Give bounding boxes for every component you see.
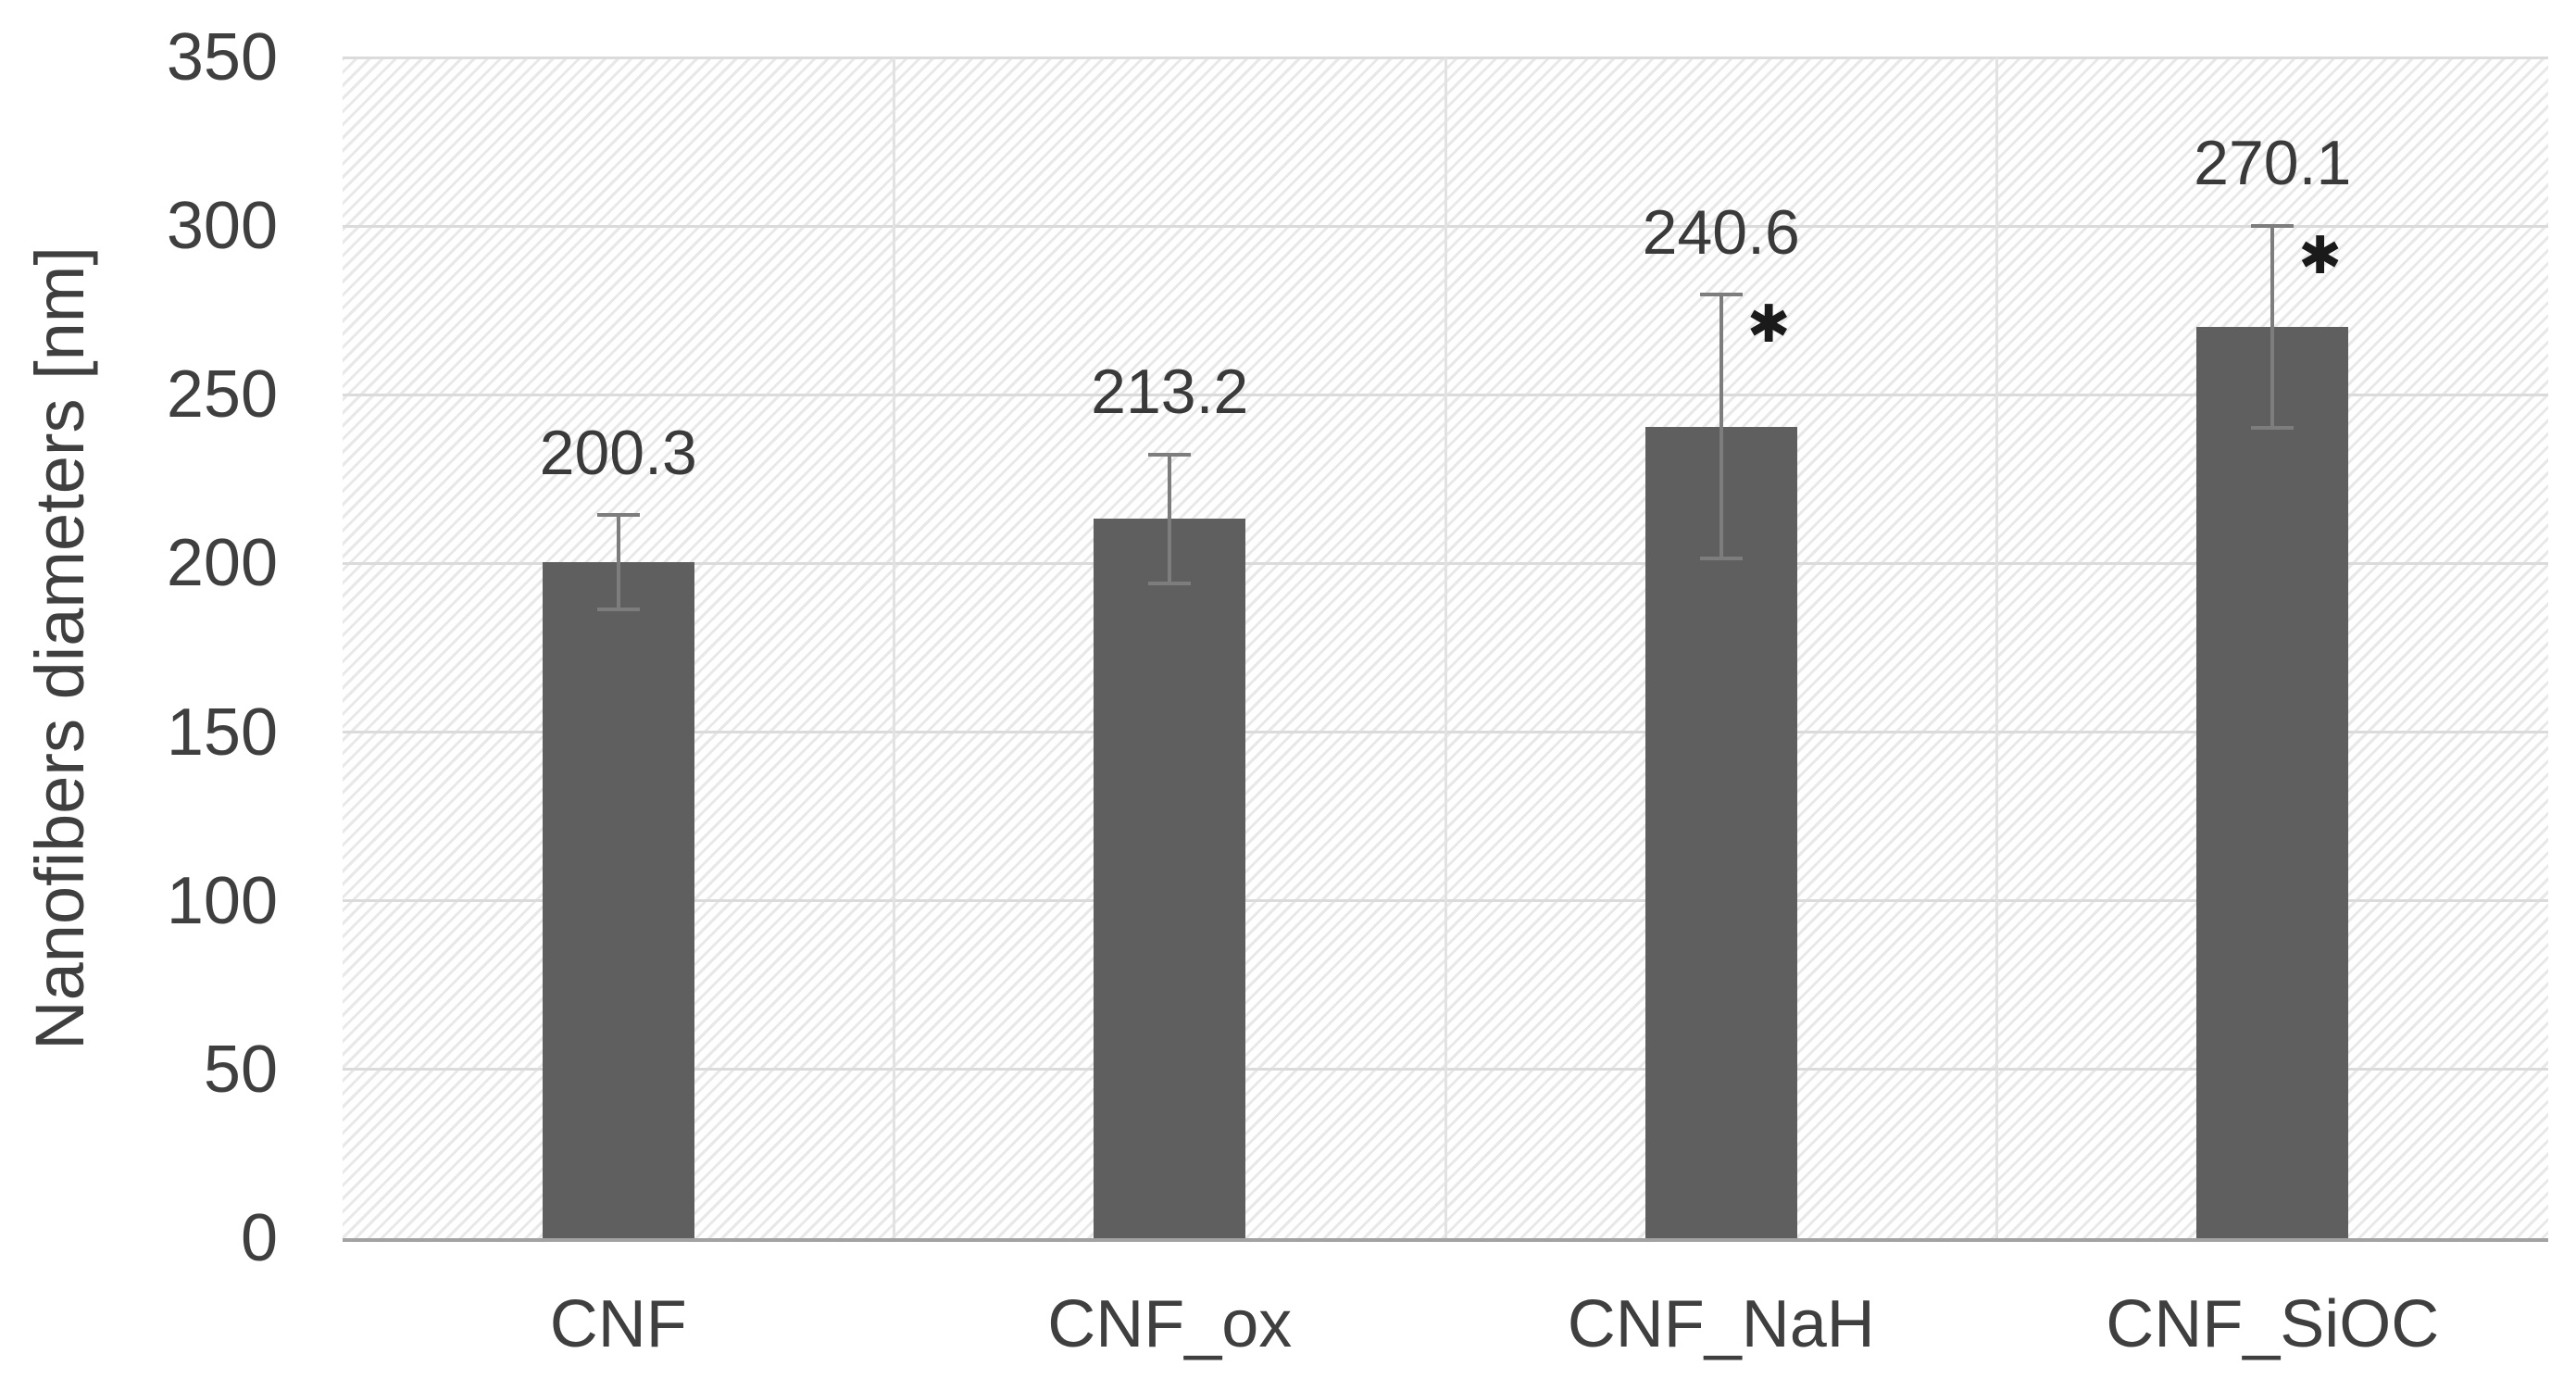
bar-CNF_NaH <box>1644 426 1797 1238</box>
bar-CNF_SiOC <box>2196 327 2349 1238</box>
y-tick-label-0: 0 <box>240 1201 278 1275</box>
x-tick-label-CNF: CNF <box>549 1287 687 1361</box>
gridline-x-separator-2 <box>1444 57 1447 1238</box>
error-bar-top-cap-CNF_NaH <box>1699 293 1743 297</box>
error-bar-bottom-cap-CNF_SiOC <box>2251 426 2295 431</box>
error-bar-CNF_NaH <box>1719 294 1723 558</box>
y-tick-label-250: 250 <box>166 357 278 432</box>
y-tick-label-200: 200 <box>166 526 278 601</box>
error-bar-CNF_SiOC <box>2270 225 2275 429</box>
bar-CNF_ox <box>1094 519 1246 1238</box>
plot-area: 200.3 213.2 240.6 ✱ 270.1 ✱ <box>343 56 2548 1242</box>
x-tick-label-CNF_ox: CNF_ox <box>1047 1287 1293 1361</box>
gridline-x-separator-1 <box>893 57 895 1238</box>
error-bar-bottom-cap-CNF_NaH <box>1699 556 1743 560</box>
x-tick-label-CNF_SiOC: CNF_SiOC <box>2106 1287 2440 1361</box>
y-tick-label-100: 100 <box>166 863 278 938</box>
data-label-CNF_SiOC: 270.1 <box>2194 127 2352 198</box>
x-tick-label-CNF_NaH: CNF_NaH <box>1567 1287 1875 1361</box>
error-bar-top-cap-CNF <box>596 513 640 518</box>
gridline-x-separator-3 <box>1995 57 1998 1238</box>
significance-marker-CNF_NaH: ✱ <box>1746 294 1791 354</box>
error-bar-CNF_ox <box>1168 455 1172 583</box>
y-tick-label-150: 150 <box>166 695 278 770</box>
significance-marker-CNF_SiOC: ✱ <box>2298 225 2343 284</box>
data-label-CNF_ox: 213.2 <box>1091 357 1249 428</box>
error-bar-top-cap-CNF_ox <box>1148 453 1192 457</box>
y-tick-label-350: 350 <box>166 20 278 94</box>
error-bar-CNF <box>616 515 620 610</box>
data-label-CNF: 200.3 <box>539 417 697 488</box>
error-bar-bottom-cap-CNF <box>596 608 640 612</box>
error-bar-top-cap-CNF_SiOC <box>2251 223 2295 228</box>
data-label-CNF_NaH: 240.6 <box>1642 196 1800 268</box>
bar-CNF <box>542 562 694 1238</box>
error-bar-bottom-cap-CNF_ox <box>1148 581 1192 585</box>
y-tick-label-300: 300 <box>166 189 278 264</box>
y-tick-label-50: 50 <box>203 1032 278 1107</box>
